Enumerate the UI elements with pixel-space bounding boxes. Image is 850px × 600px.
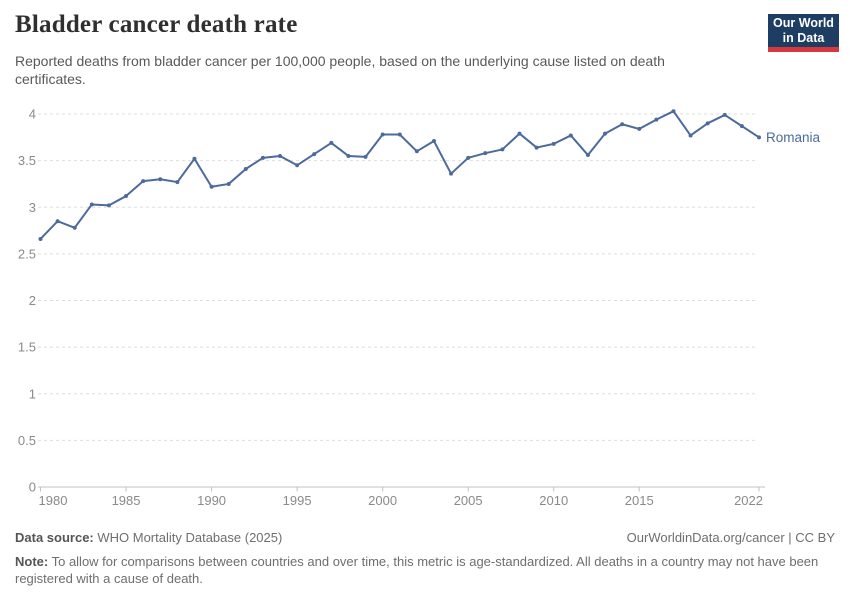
x-tick-label: 2005 (454, 493, 483, 508)
y-tick-label: 3.5 (18, 153, 36, 168)
data-point (568, 133, 573, 138)
data-point (175, 180, 180, 185)
y-tick-label: 3 (29, 200, 36, 215)
data-point (449, 171, 454, 176)
data-point (243, 167, 248, 172)
data-point (106, 203, 111, 208)
data-point (431, 139, 436, 144)
data-point (722, 112, 727, 117)
data-point (380, 132, 385, 137)
y-tick-label: 4 (29, 107, 36, 122)
page-title: Bladder cancer death rate (15, 11, 298, 38)
data-point (551, 141, 556, 146)
data-point (158, 177, 163, 182)
footnote-value: To allow for comparisons between countri… (15, 553, 819, 586)
data-source-value: WHO Mortality Database (2025) (93, 530, 283, 545)
data-point (89, 202, 94, 207)
x-tick-label: 2022 (734, 493, 763, 508)
data-point (603, 131, 608, 136)
data-point (209, 184, 214, 189)
logo-text-line2: in Data (782, 30, 825, 45)
chart-footer: Data source: WHO Mortality Database (202… (15, 530, 835, 588)
x-tick-label: 2015 (625, 493, 654, 508)
data-point (620, 122, 625, 127)
y-tick-label: 1 (29, 386, 36, 401)
data-point (414, 149, 419, 154)
x-tick-label: 2000 (368, 493, 397, 508)
series-line-romania[interactable] (39, 110, 760, 240)
data-point (260, 155, 265, 160)
footnote-label: Note: (15, 553, 49, 569)
data-point (363, 154, 368, 159)
data-point (585, 153, 590, 158)
data-point (483, 151, 488, 156)
y-tick-label: 2 (29, 293, 36, 308)
data-point (500, 147, 505, 152)
y-tick-label: 0 (29, 480, 36, 495)
chart-subtitle: Reported deaths from bladder cancer per … (15, 53, 665, 88)
x-tick-label: 1980 (39, 493, 68, 508)
x-tick-label: 2010 (539, 493, 568, 508)
attribution-link[interactable]: OurWorldinData.org/cancer | CC BY (626, 530, 835, 545)
data-point (739, 124, 744, 129)
data-point (55, 219, 60, 224)
logo-text-line1: Our World (773, 15, 834, 30)
x-tick-label: 1995 (283, 493, 312, 508)
data-point (346, 153, 351, 158)
data-point (38, 236, 43, 241)
series-label-romania[interactable]: Romania (766, 130, 821, 145)
x-tick-label: 1985 (112, 493, 141, 508)
data-point (72, 225, 77, 230)
data-point (278, 153, 282, 158)
data-point (705, 121, 710, 126)
data-point (329, 140, 334, 145)
y-tick-label: 2.5 (18, 246, 36, 261)
x-tick-label: 1990 (197, 493, 226, 508)
data-point (226, 181, 231, 186)
data-point (517, 131, 522, 136)
data-point (534, 145, 539, 150)
owid-logo[interactable]: Our World in Data (768, 14, 839, 52)
data-point (141, 179, 146, 184)
data-point (312, 152, 317, 157)
data-point (688, 133, 693, 138)
data-point (466, 155, 471, 160)
data-point (654, 117, 659, 122)
line-chart-canvas: 0 0.5 1 1.5 2 2.5 3 3.5 4 1980 1985 1990 1995 2000 200… (18, 107, 821, 509)
data-point (757, 135, 761, 140)
data-point (637, 126, 642, 131)
data-point (295, 163, 300, 168)
data-point (397, 132, 402, 137)
y-tick-label: 1.5 (18, 340, 36, 355)
data-point (671, 109, 676, 114)
y-tick-label: 0.5 (18, 433, 36, 448)
footnote: Note: To allow for comparisons between c… (15, 554, 835, 588)
data-point (124, 194, 129, 199)
data-source-label: Data source: (15, 530, 94, 545)
data-point (192, 156, 197, 161)
data-source: Data source: WHO Mortality Database (202… (15, 530, 282, 547)
